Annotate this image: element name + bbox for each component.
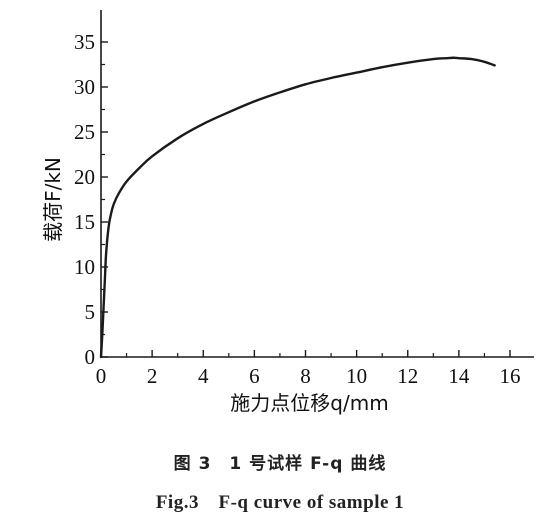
figure-caption-chinese: 图 3 1 号试样 F-q 曲线 — [173, 454, 387, 474]
y-tick-label-0: 0 — [85, 345, 96, 369]
y-tick-label-25: 25 — [74, 120, 95, 144]
y-tick-label-10: 10 — [74, 255, 95, 279]
figure-caption-english: Fig.3 F-q curve of sample 1 — [155, 492, 405, 513]
x-tick-label-6: 6 — [249, 364, 260, 388]
y-tick-label-35: 35 — [74, 30, 95, 54]
series-line-force-displacement — [99, 56, 496, 359]
x-tick-label-14: 14 — [448, 364, 470, 388]
x-tick-label-16: 16 — [500, 364, 521, 388]
x-tick-label-0: 0 — [96, 364, 107, 388]
chart-svg: 0 2 4 6 8 10 12 14 16 0 5 10 15 20 25 30 35 施力点位移q/mm 载荷… — [41, 10, 534, 415]
x-tick-label-2: 2 — [147, 364, 158, 388]
y-tick-label-15: 15 — [74, 210, 95, 234]
x-tick-label-10: 10 — [346, 364, 367, 388]
x-tick-label-12: 12 — [397, 364, 418, 388]
x-tick-label-8: 8 — [300, 364, 311, 388]
tick-labels: 0 2 4 6 8 10 12 14 16 0 5 10 15 20 25 30 35 — [74, 30, 521, 388]
x-axis-label: 施力点位移q/mm — [230, 391, 388, 415]
axes — [100, 10, 534, 358]
y-tick-label-20: 20 — [74, 165, 95, 189]
y-axis-label: 载荷F/kN — [41, 157, 65, 242]
tick-marks — [100, 41, 511, 358]
x-tick-label-4: 4 — [198, 364, 209, 388]
y-tick-label-30: 30 — [74, 75, 95, 99]
y-tick-label-5: 5 — [85, 300, 96, 324]
